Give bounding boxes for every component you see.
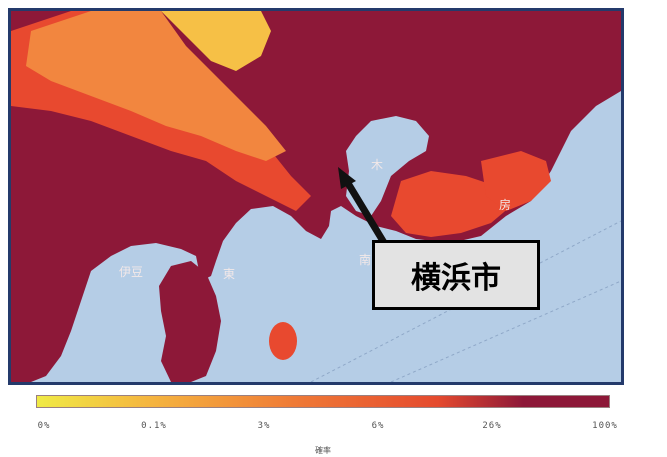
map-canvas (11, 11, 621, 382)
place-label-bo: 房 (499, 198, 512, 212)
legend-tick-5: 100% (592, 421, 618, 431)
land-izu (159, 261, 221, 382)
legend-tick-1: 0.1% (141, 421, 167, 431)
legend-color-bar (36, 395, 610, 408)
legend-tick-3: 6% (371, 421, 385, 431)
region-low (161, 11, 271, 71)
region-high-east (391, 171, 511, 237)
place-label-izu: 伊豆 (119, 265, 144, 279)
region-high-boso (481, 151, 551, 211)
callout-arrow (340, 173, 389, 248)
region-mid (26, 11, 286, 161)
legend-title: 確率 (315, 446, 331, 455)
legend-tick-2: 3% (257, 421, 271, 431)
place-label-higashi: 東 (223, 267, 236, 281)
legend-tick-0: 0% (37, 421, 51, 431)
oshima-island (269, 322, 297, 360)
yokohama-callout-label: 横浜市 (372, 240, 540, 310)
callout-arrowhead (338, 167, 356, 189)
place-label-ki: 木 (371, 158, 384, 172)
tokyo-bay (346, 116, 429, 216)
hazard-map: 伊豆 東 南 木 房 (8, 8, 624, 385)
place-label-minami: 南 (359, 253, 372, 267)
legend-tick-4: 26% (482, 421, 502, 431)
